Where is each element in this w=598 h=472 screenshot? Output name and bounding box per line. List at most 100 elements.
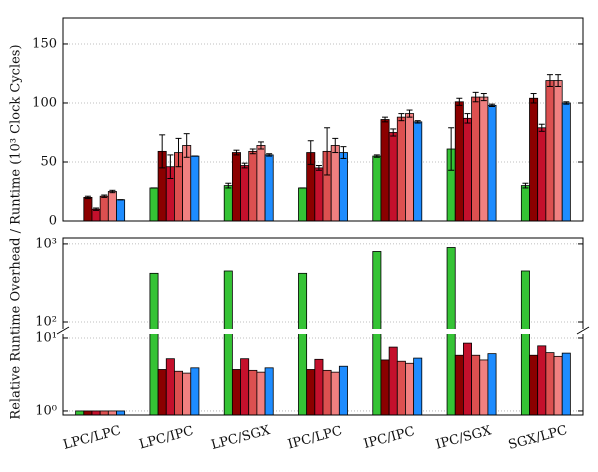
axis-break-mark <box>56 326 70 335</box>
error-bar <box>183 133 190 158</box>
error-bar <box>233 149 240 156</box>
bar <box>462 117 472 221</box>
bars <box>149 247 530 330</box>
x-tick-label: IPC/SGX <box>434 423 493 452</box>
bar <box>149 272 159 330</box>
error-bar <box>546 74 553 87</box>
y-tick-label: 10² <box>35 315 57 330</box>
bar <box>174 370 184 415</box>
bar <box>231 369 241 415</box>
error-bar <box>448 127 455 171</box>
bar <box>545 80 555 221</box>
bar <box>396 360 406 415</box>
error-bar <box>489 103 495 108</box>
y-tick-label: 100 <box>32 95 57 110</box>
plot-layer: 0 50 100 150 10² 10³ 10⁰ 10¹ LPC/LPC LPC/IPC LPC/S… <box>32 36 583 453</box>
bar <box>537 127 547 221</box>
error-bar <box>340 146 347 159</box>
bar <box>314 167 324 221</box>
bar <box>83 410 93 415</box>
bar <box>306 369 316 415</box>
x-tick-label: IPC/LPC <box>286 424 344 453</box>
bar <box>553 355 563 415</box>
error-bar <box>315 165 322 171</box>
bar <box>91 410 101 415</box>
bar <box>454 354 464 415</box>
bar <box>372 155 382 221</box>
bars <box>75 333 571 415</box>
bar <box>396 116 406 221</box>
bar <box>561 102 571 221</box>
bar <box>405 362 415 415</box>
bar <box>298 333 308 415</box>
bar <box>471 96 481 221</box>
bar <box>99 195 109 221</box>
bar <box>380 119 390 221</box>
error-bar <box>538 123 545 132</box>
bar <box>256 371 266 415</box>
bar <box>256 145 266 221</box>
error-bar <box>93 207 100 211</box>
error-bar <box>266 153 273 157</box>
error-bar <box>159 134 166 169</box>
bar <box>446 247 456 330</box>
bar <box>322 369 332 415</box>
bar <box>298 272 308 330</box>
bar <box>190 367 200 415</box>
axis-break-mark <box>576 326 590 335</box>
error-bar <box>307 140 314 165</box>
bar <box>413 357 423 415</box>
bar <box>380 359 390 415</box>
bar <box>462 342 472 415</box>
bar <box>388 132 398 221</box>
x-tick-label: LPC/LPC <box>62 423 123 453</box>
x-tick-label: LPC/IPC <box>138 424 196 453</box>
y-tick-label: 150 <box>32 36 57 51</box>
error-bar <box>414 120 421 124</box>
y-tick-label: 10³ <box>35 236 57 251</box>
bar <box>91 208 101 221</box>
bar <box>264 154 274 221</box>
bar <box>487 104 497 221</box>
bar <box>388 346 398 415</box>
bar <box>545 352 555 415</box>
bar <box>446 333 456 415</box>
bar <box>223 333 233 415</box>
bar <box>264 367 274 415</box>
x-tick-label: SGX/LPC <box>507 423 569 453</box>
bar <box>83 196 93 221</box>
error-bar <box>373 154 380 158</box>
panel-frame <box>62 17 584 222</box>
bars <box>83 74 571 221</box>
error-bar <box>175 137 182 168</box>
error-bar <box>324 127 331 176</box>
bar <box>520 270 530 330</box>
bar <box>338 152 348 221</box>
bar <box>338 365 348 415</box>
error-bar <box>167 154 174 180</box>
error-bar <box>456 97 463 106</box>
bar <box>182 372 192 415</box>
bar <box>99 410 109 415</box>
bar <box>248 150 258 221</box>
bar <box>223 185 233 221</box>
bar <box>157 369 167 415</box>
error-bar <box>522 182 529 189</box>
bar <box>231 152 241 221</box>
bar <box>479 96 489 221</box>
error-bar <box>406 109 413 118</box>
error-bar <box>398 113 405 122</box>
error-bar <box>241 162 248 169</box>
error-bar <box>555 74 562 87</box>
bar <box>240 358 250 415</box>
y-tick-label: 50 <box>40 154 57 169</box>
bar <box>240 165 250 221</box>
bar <box>75 410 85 415</box>
y-tick-label: 0 <box>49 214 57 229</box>
error-bar <box>257 141 264 150</box>
bar <box>520 185 530 221</box>
bar <box>298 187 308 221</box>
bar <box>116 410 126 415</box>
bar <box>223 270 233 330</box>
